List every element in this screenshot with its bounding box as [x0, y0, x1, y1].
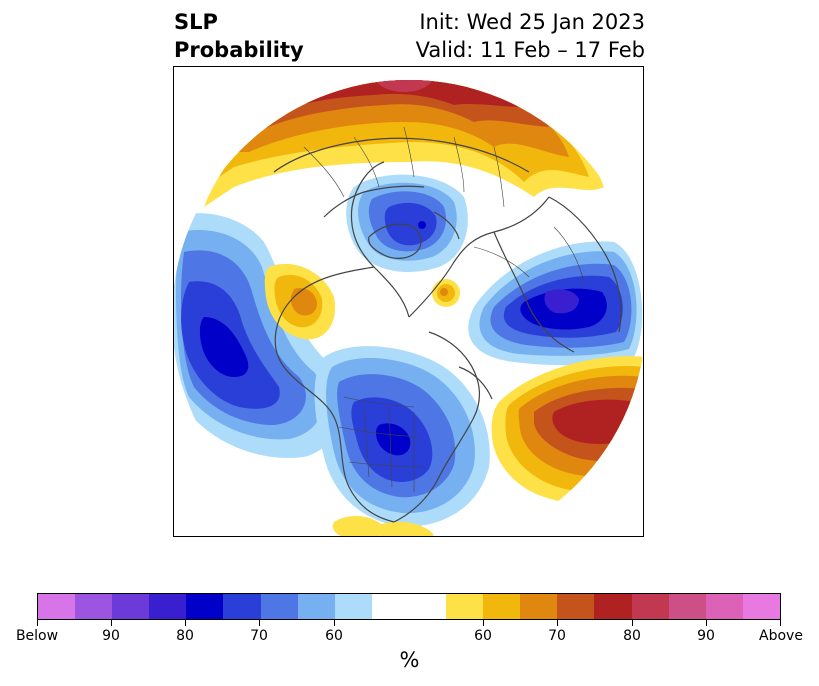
probability-shading: [174, 80, 643, 536]
coastlines: [273, 137, 622, 523]
colorbar-swatch-above: [446, 594, 484, 619]
colorbar-tick: [557, 620, 558, 626]
colorbar-tick: [780, 620, 781, 626]
colorbar-tick: [706, 620, 707, 626]
title-init-date: Init: Wed 25 Jan 2023: [419, 10, 645, 34]
colorbar-unit: %: [399, 648, 420, 672]
colorbar-label: 70: [250, 628, 268, 644]
colorbar-labels: Below 90 80 70 60 60 70 80 90 Above: [16, 628, 803, 648]
colorbar-swatch-below: [149, 594, 187, 619]
political-boundaries: [303, 126, 585, 492]
colorbar-tick: [259, 620, 260, 626]
colorbar-swatch-above: [631, 594, 669, 619]
colorbar-label: 90: [102, 628, 120, 644]
colorbar-swatch-above: [668, 594, 706, 619]
colorbar-swatch-below: [112, 594, 150, 619]
colorbar-label: 80: [623, 628, 641, 644]
colorbar: [37, 593, 781, 620]
map-panel: [173, 66, 644, 537]
colorbar-tick: [483, 620, 484, 626]
colorbar-swatch-below: [186, 594, 224, 619]
colorbar-label: 90: [697, 628, 715, 644]
colorbar-swatch-neutral: [371, 594, 447, 619]
colorbar-label: Below: [15, 628, 59, 644]
title-variable: SLP: [174, 10, 218, 34]
title-left: SLP Probability: [174, 8, 304, 64]
colorbar-tick: [632, 620, 633, 626]
colorbar-label: 80: [176, 628, 194, 644]
title-right: Init: Wed 25 Jan 2023 Valid: 11 Feb – 17…: [416, 8, 645, 64]
colorbar-tick: [111, 620, 112, 626]
colorbar-swatch-below: [334, 594, 372, 619]
colorbar-swatch-above: [557, 594, 595, 619]
title-product: Probability: [174, 38, 304, 62]
colorbar-ticks: [37, 620, 781, 630]
colorbar-swatch-above: [483, 594, 521, 619]
colorbar-label: 60: [325, 628, 343, 644]
colorbar-swatch-above: [594, 594, 632, 619]
colorbar-swatch-below: [223, 594, 261, 619]
colorbar-swatch-below: [260, 594, 298, 619]
colorbar-swatch-below: [297, 594, 335, 619]
colorbar-swatch-below: [38, 594, 76, 619]
colorbar-swatch-above: [520, 594, 558, 619]
colorbar-tick: [334, 620, 335, 626]
colorbar-tick: [37, 620, 38, 626]
colorbar-tick: [185, 620, 186, 626]
colorbar-swatch-above: [742, 594, 780, 619]
probability-map: [174, 80, 643, 536]
title-valid-range: Valid: 11 Feb – 17 Feb: [415, 38, 645, 62]
colorbar-label: Above: [759, 628, 803, 644]
colorbar-swatch-above: [705, 594, 743, 619]
colorbar-swatch-below: [75, 594, 113, 619]
colorbar-label: 60: [474, 628, 492, 644]
colorbar-label: 70: [548, 628, 566, 644]
